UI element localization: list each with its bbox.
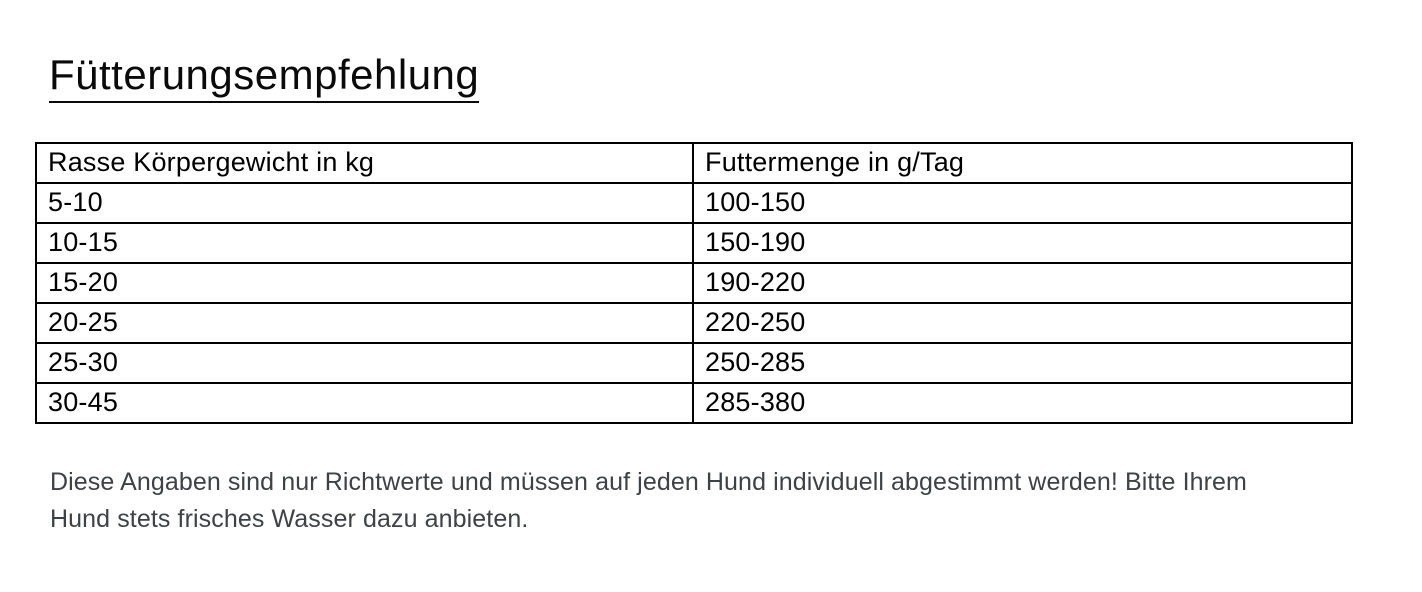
cell-food-amount: 100-150 [692,182,1353,224]
header-cell-weight: Rasse Körpergewicht in kg [35,142,694,184]
table-row: 10-15 150-190 [35,222,1353,264]
cell-food-amount: 150-190 [692,222,1353,264]
table-row: 15-20 190-220 [35,262,1353,304]
cell-weight-range: 10-15 [35,222,694,264]
cell-food-amount: 190-220 [692,262,1353,304]
cell-food-amount: 250-285 [692,342,1353,384]
note-line: Hund stets frisches Wasser dazu anbieten… [50,505,529,533]
cell-food-amount: 220-250 [692,302,1353,344]
note-line: Diese Angaben sind nur Richtwerte und mü… [50,468,1247,496]
table-row: 25-30 250-285 [35,342,1353,384]
cell-weight-range: 5-10 [35,182,694,224]
header-cell-amount: Futtermenge in g/Tag [692,142,1353,184]
cell-food-amount: 285-380 [692,382,1353,424]
cell-weight-range: 30-45 [35,382,694,424]
page-title: Fütterungsempfehlung [49,51,480,104]
cell-weight-range: 25-30 [35,342,694,384]
table-row: 5-10 100-150 [35,182,1353,224]
cell-weight-range: 15-20 [35,262,694,304]
note-text: Diese Angaben sind nur Richtwerte und mü… [50,464,1247,538]
table-header-row: Rasse Körpergewicht in kg Futtermenge in… [35,142,1353,184]
table-row: 30-45 285-380 [35,382,1353,424]
cell-weight-range: 20-25 [35,302,694,344]
feeding-table: Rasse Körpergewicht in kg Futtermenge in… [35,142,1353,424]
table-row: 20-25 220-250 [35,302,1353,344]
